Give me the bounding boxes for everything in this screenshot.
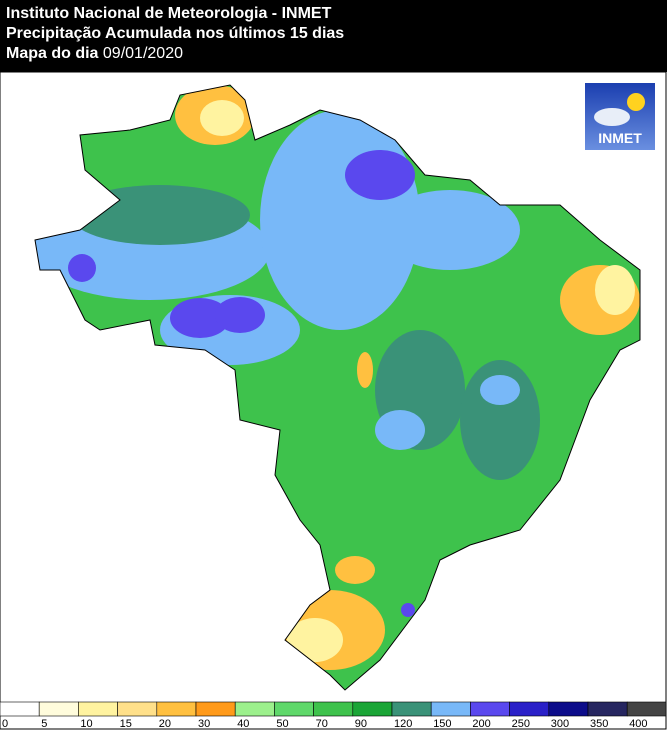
legend-swatch: [548, 701, 589, 717]
legend-swatch: [156, 701, 197, 717]
legend-label: 150: [433, 718, 451, 730]
legend-label: 400: [629, 718, 647, 730]
legend-swatch: [430, 701, 471, 717]
frame: [0, 71, 667, 730]
legend-swatch: [352, 701, 393, 717]
legend-label: 5: [41, 718, 47, 730]
legend: 0 5 10 15 20 30 40 50 70 90 120 150 200 250 300 350 400: [0, 701, 667, 730]
legend-label: 20: [159, 718, 171, 730]
legend-label: 120: [394, 718, 412, 730]
legend-label: 40: [237, 718, 249, 730]
legend-swatch: [587, 701, 628, 717]
title-line: Instituto Nacional de Meteorologia - INM…: [6, 5, 332, 22]
legend-swatch: [509, 701, 550, 717]
legend-label: 30: [198, 718, 210, 730]
legend-swatch: [195, 701, 236, 717]
header: Instituto Nacional de Meteorologia - INM…: [0, 0, 667, 72]
date-line: Mapa do dia 09/01/2020: [6, 44, 667, 64]
legend-label: 350: [590, 718, 608, 730]
precipitation-field: [35, 85, 640, 690]
title-line: Precipitação Acumulada nos últimos 15 di…: [6, 25, 345, 42]
logo: INMET: [585, 83, 655, 150]
legend-label: 0: [2, 718, 8, 730]
logo-text: INMET: [598, 130, 642, 146]
date-label: Mapa do dia: [6, 45, 99, 62]
legend-swatch: [234, 701, 275, 717]
legend-swatch: [0, 701, 40, 717]
legend-label: 250: [512, 718, 530, 730]
legend-swatch: [391, 701, 432, 717]
legend-swatch: [313, 701, 354, 717]
legend-swatch: [38, 701, 79, 717]
legend-label: 90: [355, 718, 367, 730]
legend-label: 50: [276, 718, 288, 730]
legend-label: 200: [472, 718, 490, 730]
legend-swatch: [78, 701, 118, 717]
legend-label: 70: [316, 718, 328, 730]
legend-swatch: [470, 701, 510, 717]
legend-swatch: [274, 701, 314, 717]
legend-swatch: [117, 701, 158, 717]
legend-swatch: [626, 701, 667, 717]
legend-label: 15: [120, 718, 132, 730]
date: 09/01/2020: [102, 45, 183, 62]
legend-label: 300: [551, 718, 569, 730]
legend-label: 10: [80, 718, 92, 730]
